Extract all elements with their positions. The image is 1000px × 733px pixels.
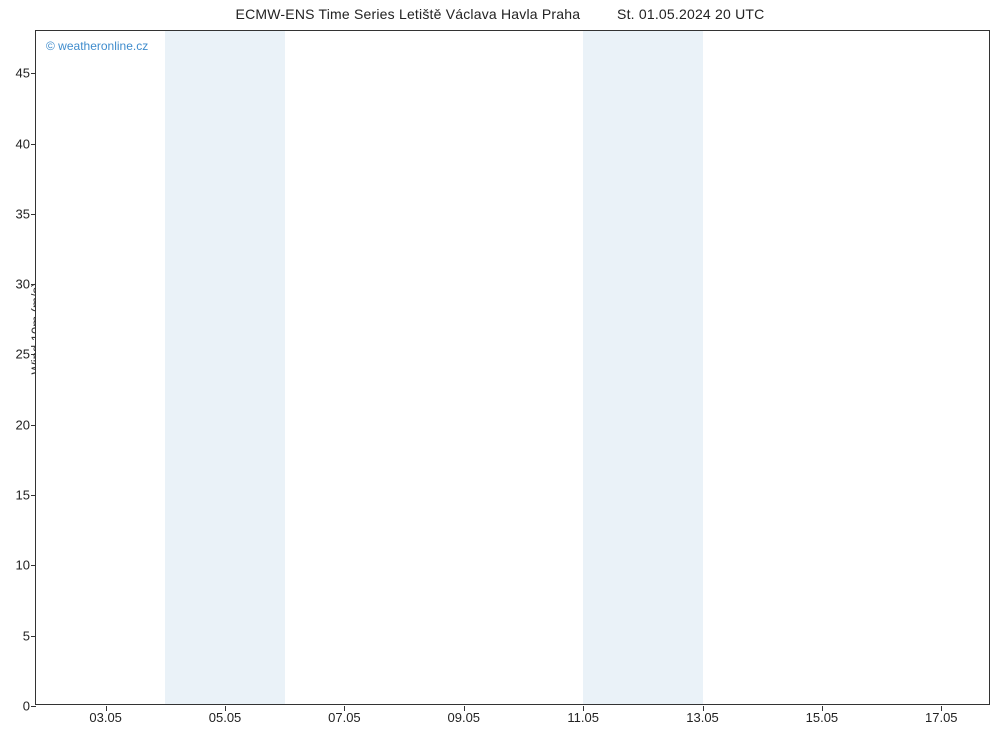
x-tick-mark — [583, 706, 584, 711]
y-tick-mark — [31, 636, 36, 637]
y-tick-mark — [31, 706, 36, 707]
weekend-band — [583, 31, 702, 704]
y-tick-mark — [31, 565, 36, 566]
chart-title: ECMW-ENS Time Series Letiště Václava Hav… — [0, 6, 1000, 22]
weekend-band — [165, 31, 284, 704]
y-tick-mark — [31, 144, 36, 145]
y-tick-mark — [31, 425, 36, 426]
x-tick-mark — [344, 706, 345, 711]
y-tick-mark — [31, 214, 36, 215]
watermark-text: © weatheronline.cz — [46, 39, 148, 53]
y-tick-mark — [31, 284, 36, 285]
x-tick-mark — [106, 706, 107, 711]
chart-container: ECMW-ENS Time Series Letiště Václava Hav… — [0, 0, 1000, 733]
x-tick-mark — [464, 706, 465, 711]
x-tick-mark — [225, 706, 226, 711]
title-left: ECMW-ENS Time Series Letiště Václava Hav… — [236, 6, 581, 22]
y-tick-mark — [31, 354, 36, 355]
x-tick-mark — [703, 706, 704, 711]
y-tick-mark — [31, 73, 36, 74]
title-right: St. 01.05.2024 20 UTC — [617, 6, 764, 22]
x-tick-mark — [941, 706, 942, 711]
plot-area: © weatheronline.cz 05101520253035404503.… — [35, 30, 990, 705]
y-tick-mark — [31, 495, 36, 496]
x-tick-mark — [822, 706, 823, 711]
